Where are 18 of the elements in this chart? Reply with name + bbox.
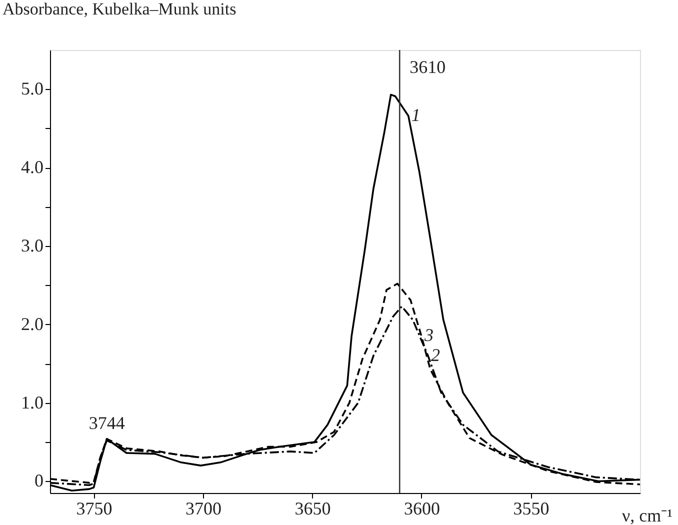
y-axis-title: Absorbance, Kubelka–Munk units	[2, 0, 236, 18]
series-label: 1	[411, 104, 420, 125]
x-tick-label: 3750	[76, 498, 112, 518]
y-tick-label: 4.0	[21, 157, 44, 178]
x-tick-label: 3600	[404, 498, 440, 518]
y-tick-label: 1.0	[21, 392, 44, 412]
annotation: 3744	[88, 412, 125, 433]
y-tick-label: 0	[34, 470, 44, 491]
series-label: 3	[423, 325, 434, 346]
ref-line-label: 3610	[410, 57, 446, 77]
x-tick-label: 3700	[185, 498, 222, 518]
series-label: 2	[431, 344, 440, 365]
x-axis-title: ν, cm⁻¹	[622, 506, 672, 525]
y-tick-label: 5.0	[21, 78, 44, 99]
y-tick-label: 3.0	[21, 236, 44, 256]
x-tick-label: 3650	[294, 498, 331, 518]
x-tick-label: 3550	[513, 498, 550, 518]
y-tick-label: 2.0	[21, 314, 44, 334]
